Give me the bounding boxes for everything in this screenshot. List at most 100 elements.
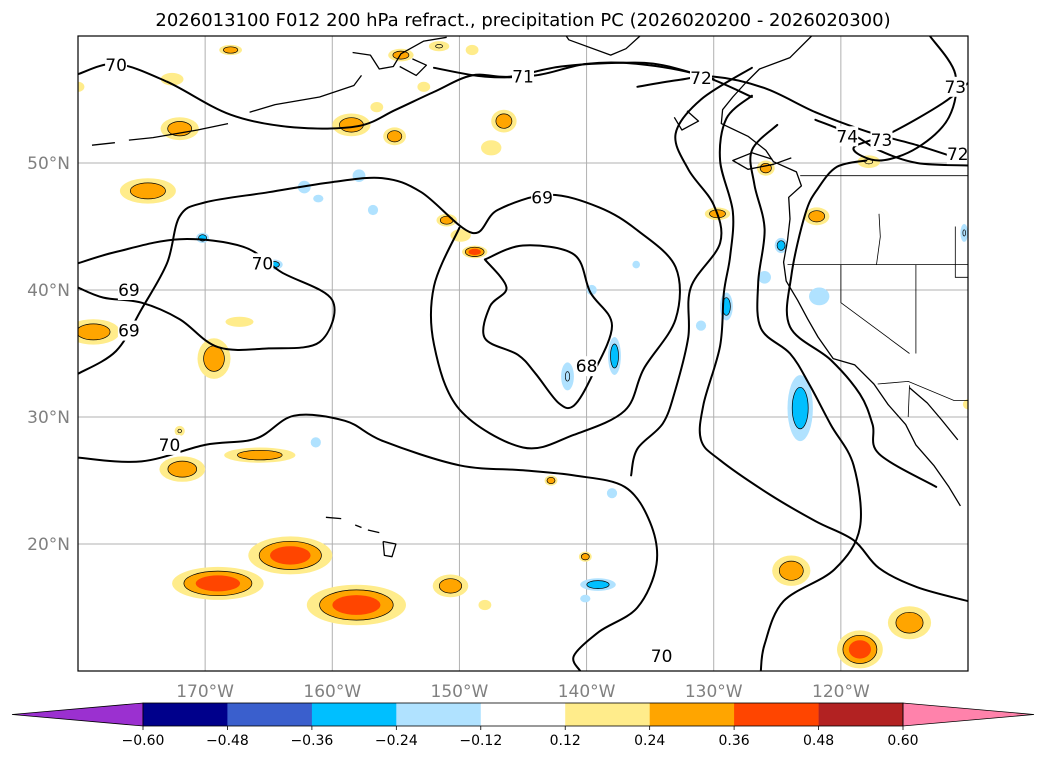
precip-negative-cell — [313, 194, 324, 203]
precip-positive-cell — [332, 595, 381, 615]
x-tick-label: 120°W — [812, 682, 870, 702]
precip-cell-outline — [237, 449, 283, 461]
precip-positive-cell — [392, 51, 409, 60]
precip-positive-cell — [237, 450, 283, 460]
gridlines — [78, 36, 968, 671]
precip-negative-cell — [586, 580, 610, 589]
contour-label-bg — [575, 356, 598, 377]
precip-positive-cell — [428, 41, 450, 52]
precip-positive-cell — [417, 81, 431, 92]
x-tick-label: 130°W — [685, 682, 743, 702]
precip-negative-cell — [561, 362, 574, 391]
precip-cell-outline — [198, 234, 207, 242]
contour-label-bg — [944, 76, 967, 97]
colorbar-tick-label: 0.48 — [803, 733, 834, 749]
contour-label-bg — [512, 66, 534, 87]
contour-label: 70 — [105, 56, 127, 76]
coastline — [720, 36, 961, 507]
precip-cell-outline — [580, 553, 590, 561]
precip-positive-cell — [468, 248, 481, 255]
colorbar-tick-label: 0.24 — [634, 733, 665, 749]
precip-cell-outline — [791, 386, 809, 430]
precip-negative-cell — [610, 344, 619, 368]
precip-negative-cell — [580, 594, 591, 603]
colorbar-frame — [142, 702, 904, 727]
precip-positive-cell — [78, 323, 111, 340]
precip-positive-cell — [808, 210, 825, 222]
precip-cell-outline — [464, 246, 485, 257]
precip-cell-outline — [495, 113, 513, 129]
border-line — [876, 213, 881, 265]
precip-cell-outline — [387, 130, 403, 143]
contour-label-bg — [946, 144, 969, 165]
x-tick-label: 150°W — [431, 682, 489, 702]
contour-label-bg — [251, 253, 274, 274]
x-tick-label: 170°W — [176, 682, 234, 702]
coastline — [249, 75, 363, 113]
colorbar-swatch — [396, 703, 482, 726]
colorbar-swatch — [818, 703, 904, 726]
colorbar-tick-label: −0.12 — [459, 733, 502, 749]
precip-positive-cell — [547, 477, 555, 484]
precip-positive-cell — [195, 575, 241, 592]
precip-cell-outline — [167, 121, 193, 137]
precip-negative-cell — [695, 320, 707, 331]
contour-line-70 — [78, 413, 659, 671]
precip-negative-cell — [722, 297, 731, 316]
precip-negative-cell — [367, 204, 379, 216]
coastlines — [91, 36, 961, 558]
colorbar-swatch — [311, 703, 397, 726]
border-line — [840, 264, 910, 354]
coastline — [399, 58, 428, 77]
precip-negative-cell — [777, 240, 786, 251]
precip-cell-outline — [129, 182, 166, 200]
precip-cell-outline — [778, 560, 804, 581]
precip-cell-outline — [177, 428, 182, 434]
colorbar-swatch — [565, 703, 650, 726]
precip-cell-outline — [962, 229, 966, 237]
contour-label: 72 — [947, 145, 969, 165]
precip-cell-outline — [392, 50, 410, 60]
colorbar-tick-label: −0.24 — [375, 733, 418, 749]
precip-cell-outline — [842, 634, 878, 664]
contour-label-bg — [117, 320, 140, 341]
contour-label-bg — [158, 434, 181, 455]
precip-positive-cell — [450, 229, 471, 242]
precip-negative-cell — [792, 387, 809, 429]
contour-label: 72 — [690, 69, 712, 89]
coastline — [352, 36, 447, 70]
contour-label: 70 — [159, 436, 181, 456]
colorbar-swatch — [143, 703, 228, 726]
coastline — [673, 110, 700, 131]
map-frame — [77, 35, 969, 672]
coastline — [382, 540, 397, 558]
chart-title: 2026013100 F012 200 hPa refract., precip… — [155, 10, 890, 31]
contour-line-72 — [698, 94, 968, 603]
precip-cell-outline — [223, 46, 239, 54]
contour-label: 73 — [871, 131, 893, 151]
precip-positive-cell — [857, 155, 881, 168]
precip-negative-cell — [632, 260, 640, 269]
colorbar-tick-label: 0.12 — [550, 733, 581, 749]
precip-positive-cell — [223, 46, 238, 54]
precipitation-anomaly-fill — [78, 41, 968, 669]
precip-positive-cell — [225, 316, 254, 327]
precip-cell-outline — [167, 460, 198, 478]
contour-label-bg — [117, 280, 140, 300]
colorbar-tick-label: −0.60 — [122, 733, 165, 749]
precip-positive-cell — [370, 102, 384, 113]
border-line — [907, 385, 910, 418]
precip-positive-cell — [130, 182, 166, 199]
x-tick-label: 140°W — [558, 682, 616, 702]
precip-positive-cell — [167, 461, 197, 478]
contour-label-bg — [650, 645, 673, 666]
precip-cell-outline — [438, 578, 463, 594]
contour-label: 71 — [512, 68, 534, 88]
precip-cell-outline — [709, 209, 726, 219]
precip-positive-cell — [174, 425, 185, 437]
contour-label: 69 — [118, 322, 140, 342]
contour-line-70 — [78, 238, 336, 351]
coastline — [909, 387, 959, 441]
colorbar-tick-label: 0.36 — [719, 733, 750, 749]
